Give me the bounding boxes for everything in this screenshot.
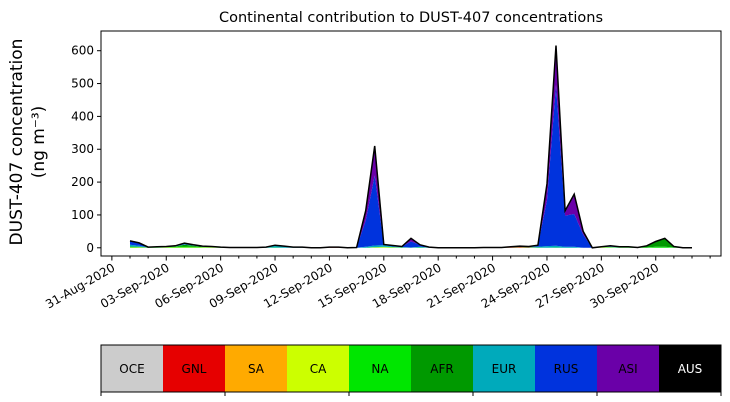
y-tick-label: 500 [71, 77, 94, 91]
legend-swatch-oce [101, 345, 164, 392]
legend-swatch-aus [659, 345, 722, 392]
legend-frame [100, 344, 722, 393]
area-aus [130, 45, 692, 248]
legend-label-asi: ASI [618, 362, 637, 376]
y-axis-label: DUST-407 concentration (ng m⁻³) [7, 39, 49, 246]
y-tick-label: 300 [71, 142, 94, 156]
legend-label-sa: SA [248, 362, 265, 376]
legend-swatch-afr [411, 345, 474, 392]
y-tick-label: 200 [71, 175, 94, 189]
x-axis-ticks: 31-Aug-202003-Sep-202006-Sep-202009-Sep-… [43, 256, 711, 311]
area-asi [130, 45, 692, 248]
legend-label-ca: CA [310, 362, 327, 376]
legend-swatch-sa [225, 345, 288, 392]
legend-swatch-asi [597, 345, 660, 392]
legend-label-eur: EUR [492, 362, 517, 376]
legend-swatch-ca [287, 345, 350, 392]
legend-label-gnl: GNL [182, 362, 207, 376]
y-tick-label: 600 [71, 44, 94, 58]
stacked-areas [130, 45, 692, 248]
legend-swatch-na [349, 345, 412, 392]
y-axis-label-line1: DUST-407 concentration [7, 39, 27, 246]
legend-label-rus: RUS [554, 362, 579, 376]
chart-title: Continental contribution to DUST-407 con… [219, 10, 603, 26]
plot-frame [100, 30, 722, 257]
legend-swatch-eur [473, 345, 536, 392]
total-outline [129, 45, 692, 249]
area-ca [130, 247, 692, 248]
legend-label-oce: OCE [119, 362, 144, 376]
y-axis-ticks: 0 100 200 300 400 500 600 [71, 44, 101, 255]
y-tick-label: 100 [71, 208, 94, 222]
y-axis-label-line2: (ng m⁻³) [29, 106, 49, 179]
legend-label-afr: AFR [430, 362, 453, 376]
legend-colorbar: OCE GNL SA CA NA AFR EUR RUS ASI AUS [100, 344, 722, 396]
legend-swatch-gnl [163, 345, 226, 392]
legend-swatch-rus [535, 345, 598, 392]
area-rus [130, 84, 692, 248]
y-tick-label: 0 [86, 241, 94, 255]
y-tick-label: 400 [71, 109, 94, 123]
legend-label-na: NA [371, 362, 389, 376]
legend-label-aus: AUS [678, 362, 703, 376]
